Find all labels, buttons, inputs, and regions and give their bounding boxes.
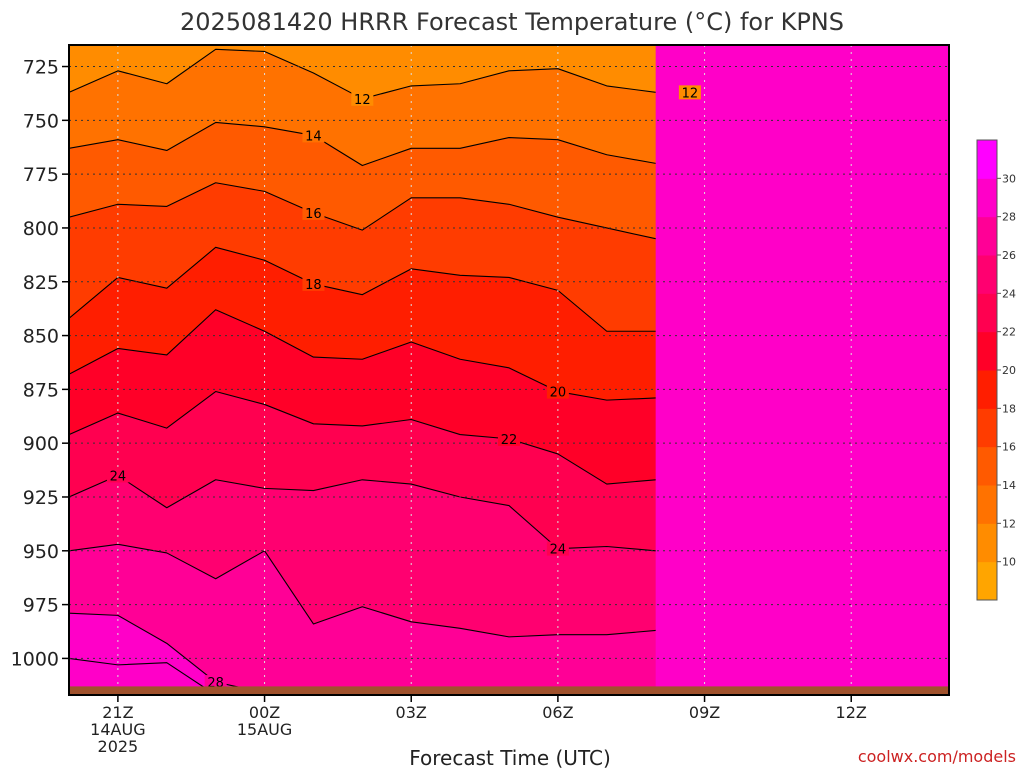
contour-label-bg [546,384,569,399]
contour-label-bg [204,675,227,690]
colorbar-tick-label: 16 [1002,441,1016,454]
temperature-band-fill [69,122,656,239]
chart-title: 2025081420 HRRR Forecast Temperature (°C… [180,8,844,36]
colorbar-swatch [977,216,997,256]
contour-label: 14 [305,129,322,144]
colorbar-tick-label: 20 [1002,364,1016,377]
contour-label: 12 [354,93,371,108]
x-tick-label: 12Z [836,703,867,722]
y-tick-label: 725 [23,57,59,79]
contour-label: 22 [501,433,518,448]
x-tick-label: 09Z [689,703,720,722]
colorbar-tick-label: 10 [1002,556,1016,569]
colorbar-tick-label: 26 [1002,249,1016,262]
temperature-band-fill [69,49,656,166]
y-tick-label: 800 [23,218,59,240]
y-tick-label: 850 [23,326,59,348]
contour-label-bg [302,276,325,291]
contour-label-bg [498,431,520,446]
colorbar-tick-label: 18 [1002,402,1016,415]
colorbar-swatch [977,446,997,486]
contour-label: 18 [731,0,748,4]
temperature-band-fill [69,544,656,695]
credit-text[interactable]: coolwx.com/models [858,747,1016,766]
plot-frame [68,44,950,696]
temperature-fills [69,45,656,695]
colorbar-tick-label: 28 [1002,211,1016,224]
y-tick-label: 900 [23,433,59,455]
y-tick-label: 775 [23,164,59,186]
y-axis: 725 750 775 800 825 850 875 900 925 950 975 1000 [11,57,69,670]
colorbar-swatch [977,408,997,448]
x-tick-label: 06Z [542,703,573,722]
contour-line [69,121,656,167]
contour-label: 12 [682,86,699,101]
contour-label-bg [106,468,129,483]
x-tick-label: 21Z [102,703,133,722]
contour-label-bg [302,205,325,220]
colorbar-swatch [977,255,997,294]
colorbar-tick-label: 12 [1002,517,1016,530]
contour-label: 24 [110,469,127,484]
contour-label: 16 [305,207,322,222]
x-tick-label: 00Z [249,703,280,722]
x-tick-label: 15AUG [237,720,292,739]
colorbar-swatch [977,370,997,409]
plot-area: 121214161818202224242628 [69,0,949,695]
colorbar-swatch [977,140,997,179]
contour-label: 18 [305,278,322,293]
colorbar-tick-label: 30 [1002,172,1016,185]
colorbar-tick-label: 14 [1002,479,1016,492]
y-tick-label: 925 [23,487,59,509]
surface-band [69,686,949,695]
y-tick-label: 825 [23,272,59,294]
contour-label-bg [678,85,701,100]
y-tick-label: 950 [23,541,59,563]
contour-line [69,612,265,694]
x-tick-label: 14AUG [90,720,145,739]
contour-label-bg [546,541,569,556]
colorbar: 10 12 14 16 18 20 22 24 26 28 30 [976,139,1016,601]
grid [69,45,949,695]
temperature-band-fill [69,391,656,551]
colorbar-swatch [977,523,997,563]
colorbar-tick-label: 22 [1002,326,1016,339]
contour-label: 24 [550,543,567,558]
temperature-band-fill [69,45,656,99]
contour-label: 20 [550,386,567,401]
contour-label: 26 [745,0,762,4]
colorbar-tick-label: 24 [1002,287,1016,300]
x-axis-label: Forecast Time (UTC) [409,746,611,768]
colorbar-swatch [977,331,997,371]
y-tick-label: 750 [23,110,59,132]
contour-line [69,390,656,485]
contour-label-bg [302,128,325,143]
temperature-band-fill [69,309,656,485]
x-tick-label: 2025 [98,737,139,756]
y-tick-label: 1000 [11,648,59,670]
y-tick-label: 875 [23,379,59,401]
temperature-band-fill [69,182,656,332]
contour-line [69,657,216,695]
colorbar-swatch [977,561,997,601]
y-tick-label: 975 [23,595,59,617]
temperature-band-fill [69,247,656,401]
colorbar-swatch [977,178,997,218]
contour-label-bg [351,91,374,106]
colorbar-swatch [977,293,997,333]
x-tick-label: 03Z [396,703,427,722]
temperature-band-fill [69,475,656,637]
contour-line [69,182,656,240]
colorbar-swatch [977,485,997,524]
